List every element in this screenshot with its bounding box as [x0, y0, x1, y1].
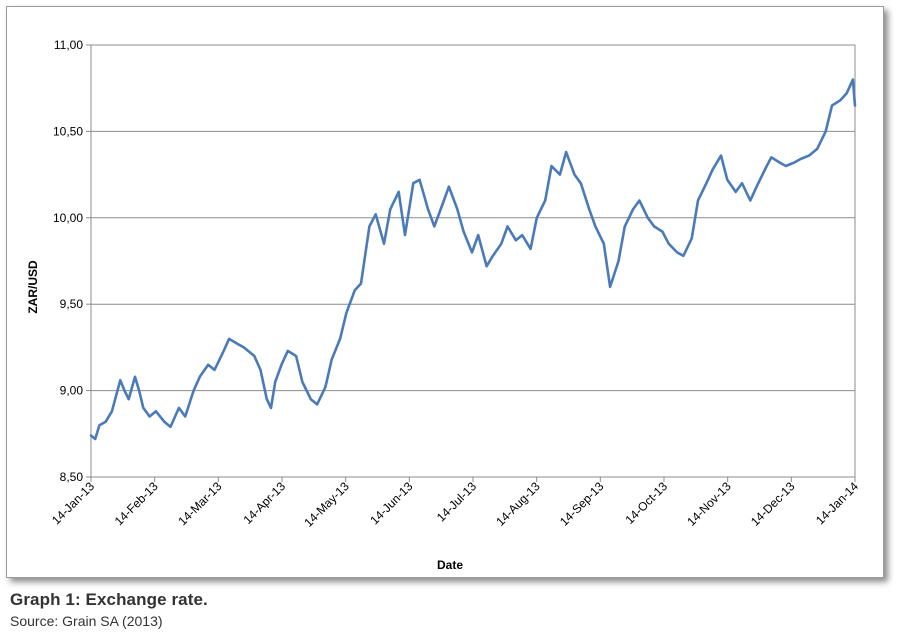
y-tick-label: 9,00	[60, 384, 84, 398]
x-tick-label: 14-Nov-13	[684, 479, 734, 529]
figure-caption: Graph 1: Exchange rate. Source: Grain SA…	[10, 590, 890, 629]
x-tick-label: 14-Jun-13	[367, 479, 415, 527]
caption-source: Source: Grain SA (2013)	[10, 613, 163, 629]
x-tick-label: 14-Aug-13	[493, 479, 543, 529]
x-tick-label: 14-May-13	[301, 479, 352, 530]
y-tick-label: 10,00	[53, 211, 83, 225]
x-axis-label: Date	[437, 558, 463, 572]
series-line-zar-usd	[89, 78, 857, 441]
y-tick-labels: 8,50 9,00 9,50 10,00 10,50 11,00	[53, 38, 83, 484]
x-tick-label: 14-Sep-13	[557, 479, 607, 529]
y-tick-label: 10,50	[53, 124, 83, 138]
y-tick-label: 8,50	[60, 470, 84, 484]
y-tick-label: 9,50	[60, 297, 84, 311]
x-tick-label: 14-Feb-13	[112, 479, 161, 528]
x-tick-label: 14-Jan-13	[49, 479, 97, 527]
x-tick-label: 14-Apr-13	[240, 479, 288, 527]
x-tick-label: 14-Oct-13	[622, 479, 670, 527]
x-tick-label: 14-Dec-13	[748, 479, 798, 529]
y-tick-label: 11,00	[54, 38, 83, 52]
x-tick-label: 14-Jan-14	[813, 479, 861, 527]
chart-frame: 8,50 9,00 9,50 10,00 10,50 11,00 14-Jan-13 14-…	[6, 6, 884, 578]
gridlines	[86, 44, 856, 482]
y-axis-label: ZAR/USD	[26, 260, 40, 314]
x-tick-label: 14-Mar-13	[175, 479, 224, 528]
x-tick-label: 14-Jul-13	[434, 479, 480, 525]
caption-title: Graph 1: Exchange rate.	[10, 590, 208, 609]
x-tick-labels: 14-Jan-13 14-Feb-13 14-Mar-13 14-Apr-13 14-M…	[49, 479, 861, 530]
